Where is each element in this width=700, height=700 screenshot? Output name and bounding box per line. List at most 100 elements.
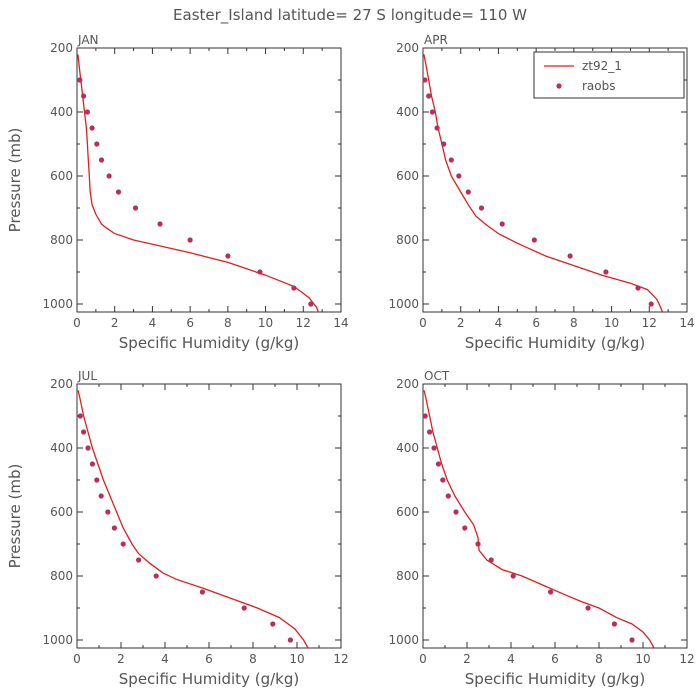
data-point-raobs bbox=[241, 605, 247, 611]
data-point-raobs bbox=[89, 461, 95, 467]
data-point-raobs bbox=[603, 269, 609, 275]
data-point-raobs bbox=[308, 301, 314, 307]
data-point-raobs bbox=[84, 109, 90, 115]
panel-title: OCT bbox=[424, 369, 450, 383]
x-tick-label: 14 bbox=[679, 316, 694, 330]
y-tick-label: 400 bbox=[50, 441, 73, 455]
data-point-raobs bbox=[431, 445, 437, 451]
y-tick-label: 400 bbox=[396, 105, 419, 119]
y-tick-label: 1000 bbox=[388, 297, 419, 311]
y-tick-label: 800 bbox=[50, 569, 73, 583]
data-point-raobs bbox=[270, 621, 276, 627]
data-point-raobs bbox=[291, 285, 297, 291]
data-point-raobs bbox=[426, 93, 432, 99]
y-tick-label: 200 bbox=[50, 41, 73, 55]
data-point-raobs bbox=[567, 253, 573, 259]
data-point-raobs bbox=[98, 493, 104, 499]
data-point-raobs bbox=[81, 93, 87, 99]
x-tick-label: 2 bbox=[457, 316, 465, 330]
legend-label-model: zt92_1 bbox=[582, 59, 622, 73]
data-point-raobs bbox=[94, 477, 100, 483]
data-point-raobs bbox=[462, 525, 468, 531]
panel-apr: APR 0 2 4 6 8 10 12 14 200 400 600 800 1000 Specific H… bbox=[388, 33, 694, 352]
x-tick-label: 0 bbox=[419, 316, 427, 330]
data-point-raobs bbox=[115, 189, 122, 195]
data-point-raobs bbox=[98, 157, 105, 163]
x-tick-label: 12 bbox=[679, 652, 694, 666]
legend-label-obs: raobs bbox=[582, 79, 616, 93]
data-point-raobs bbox=[629, 637, 635, 643]
y-tick-label: 600 bbox=[50, 169, 73, 183]
data-point-raobs bbox=[157, 221, 163, 227]
x-tick-label: 4 bbox=[149, 316, 157, 330]
x-axis-label: Specific Humidity (g/kg) bbox=[119, 334, 299, 352]
x-tick-label: 6 bbox=[205, 652, 213, 666]
y-tick-label: 600 bbox=[50, 505, 73, 519]
data-point-raobs bbox=[478, 205, 485, 211]
data-point-raobs bbox=[132, 205, 139, 211]
data-point-raobs bbox=[225, 253, 231, 259]
data-point-raobs bbox=[648, 301, 654, 307]
data-point-raobs bbox=[611, 621, 618, 627]
data-point-raobs bbox=[105, 509, 111, 515]
y-tick-label: 800 bbox=[396, 569, 419, 583]
y-tick-label: 1000 bbox=[388, 633, 419, 647]
data-point-raobs bbox=[136, 557, 142, 563]
x-tick-label: 0 bbox=[73, 316, 81, 330]
y-tick-label: 800 bbox=[50, 233, 73, 247]
plot-frame bbox=[422, 383, 688, 649]
panel-title: APR bbox=[424, 33, 448, 47]
x-tick-label: 14 bbox=[333, 316, 348, 330]
series-line-zt92-1 bbox=[423, 390, 655, 648]
y-tick-label: 600 bbox=[396, 169, 419, 183]
data-point-raobs bbox=[111, 525, 117, 531]
data-point-raobs bbox=[465, 189, 471, 195]
x-tick-label: 12 bbox=[642, 316, 657, 330]
legend-dot-swatch bbox=[556, 83, 562, 89]
data-point-raobs bbox=[77, 77, 83, 83]
data-point-raobs bbox=[488, 557, 494, 563]
panel-title: JAN bbox=[77, 33, 99, 47]
data-point-raobs bbox=[120, 541, 126, 547]
series-line-zt92-1 bbox=[423, 54, 664, 312]
data-point-raobs bbox=[199, 589, 205, 595]
data-point-raobs bbox=[440, 477, 446, 483]
data-point-raobs bbox=[153, 573, 159, 579]
data-point-raobs bbox=[422, 413, 428, 419]
x-tick-label: 10 bbox=[604, 316, 619, 330]
data-point-raobs bbox=[635, 285, 641, 291]
y-tick-label: 600 bbox=[396, 505, 419, 519]
data-point-raobs bbox=[257, 269, 263, 275]
x-tick-label: 4 bbox=[495, 316, 503, 330]
figure-title: Easter_Island latitude= 27 S longitude= … bbox=[173, 6, 527, 25]
panel-oct: OCT 0 2 4 6 8 10 12 200 400 600 800 1000 Specific Hum… bbox=[388, 369, 694, 688]
x-tick-label: 2 bbox=[117, 652, 125, 666]
data-point-raobs bbox=[434, 125, 440, 131]
y-tick-label: 200 bbox=[396, 377, 419, 391]
data-point-raobs bbox=[510, 573, 516, 579]
x-axis-label: Specific Humidity (g/kg) bbox=[465, 334, 645, 352]
x-tick-label: 2 bbox=[463, 652, 471, 666]
x-axis-label: Specific Humidity (g/kg) bbox=[465, 670, 645, 688]
data-point-raobs bbox=[445, 493, 451, 499]
x-tick-label: 6 bbox=[551, 652, 559, 666]
x-tick-label: 8 bbox=[570, 316, 578, 330]
x-tick-label: 10 bbox=[635, 652, 650, 666]
x-tick-label: 0 bbox=[419, 652, 427, 666]
data-point-raobs bbox=[106, 173, 112, 179]
data-point-raobs bbox=[456, 173, 462, 179]
data-point-raobs bbox=[89, 125, 95, 131]
x-tick-label: 2 bbox=[111, 316, 119, 330]
data-point-raobs bbox=[548, 589, 554, 595]
data-point-raobs bbox=[531, 237, 537, 243]
x-tick-label: 4 bbox=[161, 652, 169, 666]
panel-jan: JAN 0 2 4 6 8 10 12 14 200 400 600 800 1000 Specific H… bbox=[6, 33, 349, 352]
data-point-raobs bbox=[499, 221, 505, 227]
x-tick-label: 4 bbox=[507, 652, 515, 666]
x-tick-label: 12 bbox=[296, 316, 311, 330]
data-point-raobs bbox=[77, 413, 83, 419]
y-tick-label: 1000 bbox=[42, 633, 73, 647]
